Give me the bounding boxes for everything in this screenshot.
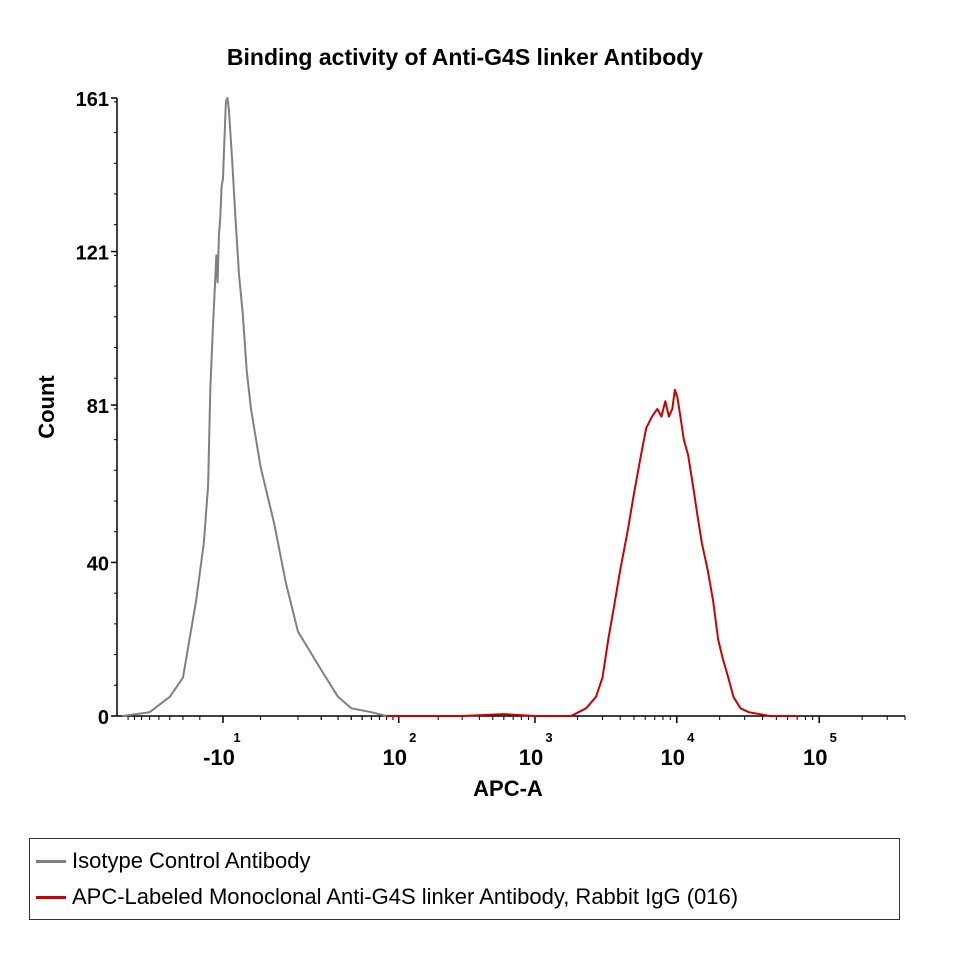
y-axis-label: Count	[34, 375, 59, 439]
y-tick-label: 161	[76, 89, 109, 111]
y-tick-label: 81	[87, 396, 109, 418]
x-tick-base: 10	[661, 745, 685, 770]
x-tick-base: 10	[519, 745, 543, 770]
legend-swatch-apc	[36, 895, 66, 899]
y-tick-label: 0	[98, 707, 109, 729]
y-tick-label: 121	[76, 243, 109, 265]
x-tick-base: -10	[203, 745, 235, 770]
y-tick-label: 40	[87, 553, 109, 575]
chart-title: Binding activity of Anti-G4S linker Anti…	[227, 44, 703, 70]
x-tick-base: 10	[382, 745, 406, 770]
x-tick-exponent: 5	[830, 730, 837, 745]
x-tick-exponent: 4	[687, 730, 695, 745]
series-lines	[122, 97, 798, 717]
legend: Isotype Control Antibody APC-Labeled Mon…	[29, 838, 900, 920]
x-tick-exponent: 3	[545, 730, 552, 745]
legend-swatch-isotype	[36, 859, 66, 863]
legend-label-isotype: Isotype Control Antibody	[72, 848, 311, 873]
x-tick-base: 10	[803, 745, 827, 770]
series-line-isotype	[122, 97, 387, 717]
series-line-apc	[386, 388, 798, 717]
legend-label-apc: APC-Labeled Monoclonal Anti-G4S linker A…	[72, 884, 739, 909]
legend-item-isotype: Isotype Control Antibody	[36, 848, 310, 874]
x-axis-label: APC-A	[473, 776, 543, 801]
legend-item-apc: APC-Labeled Monoclonal Anti-G4S linker A…	[36, 884, 738, 910]
x-tick-exponent: 2	[409, 730, 416, 745]
x-tick-exponent: 1	[233, 730, 240, 745]
y-ticks: 0 40 81 121 161	[76, 89, 117, 729]
